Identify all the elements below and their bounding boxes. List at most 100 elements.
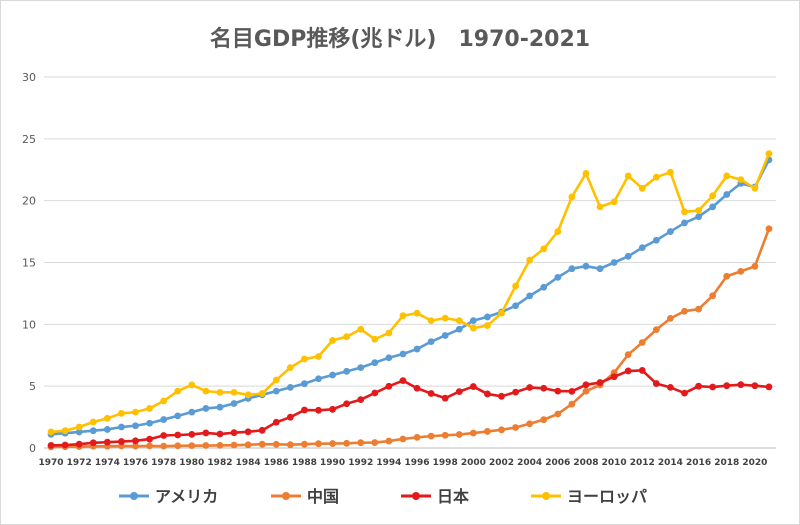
data-point	[512, 388, 519, 396]
data-point	[146, 419, 153, 427]
data-point	[638, 367, 646, 374]
data-point	[160, 432, 168, 439]
data-point	[652, 326, 660, 334]
data-point	[526, 420, 534, 428]
data-point	[568, 193, 576, 201]
legend-label: 日本	[437, 487, 469, 506]
data-point	[455, 317, 463, 325]
data-point	[540, 384, 548, 392]
data-point	[188, 381, 196, 389]
x-tick-label: 1986	[264, 458, 289, 468]
data-point	[427, 432, 435, 440]
series-line	[51, 228, 771, 449]
data-point	[174, 412, 182, 420]
data-point	[61, 427, 69, 435]
data-point	[174, 442, 182, 450]
data-point	[272, 440, 280, 448]
data-point	[89, 427, 97, 435]
data-point	[723, 382, 731, 390]
x-tick-label: 1988	[292, 458, 317, 468]
data-point	[329, 371, 336, 379]
data-point	[554, 410, 562, 418]
data-point	[652, 236, 660, 244]
data-point	[610, 259, 618, 266]
data-point	[610, 373, 618, 381]
data-point	[413, 345, 421, 353]
data-point	[441, 394, 449, 402]
data-point	[343, 367, 351, 375]
legend-label: アメリカ	[155, 487, 218, 506]
data-point	[709, 292, 717, 300]
data-point	[695, 305, 702, 313]
data-point	[286, 364, 294, 372]
data-point	[568, 387, 576, 395]
data-point	[681, 208, 688, 216]
data-point	[75, 423, 83, 431]
data-point	[286, 384, 294, 391]
data-point	[118, 438, 125, 445]
data-point	[737, 176, 745, 184]
data-point	[216, 403, 224, 411]
data-point	[681, 219, 688, 227]
x-tick-label: 1978	[151, 458, 176, 468]
data-point	[371, 335, 379, 343]
data-point	[132, 408, 139, 416]
data-point	[737, 268, 745, 275]
data-point	[554, 228, 562, 235]
x-tick-label: 2012	[630, 458, 655, 468]
x-tick-label: 1990	[320, 458, 345, 468]
data-point	[681, 389, 688, 397]
data-point	[469, 317, 477, 325]
data-point	[286, 413, 294, 421]
data-point	[540, 416, 548, 424]
data-point	[751, 184, 759, 192]
data-point	[202, 429, 210, 437]
data-point	[329, 405, 336, 413]
data-point	[413, 433, 421, 441]
data-point	[624, 252, 632, 260]
data-point	[244, 428, 252, 436]
series-4	[47, 150, 773, 436]
data-point	[132, 437, 139, 445]
data-point	[582, 387, 590, 395]
data-point	[413, 384, 421, 392]
data-point	[343, 333, 351, 341]
data-point	[258, 390, 266, 397]
series-line	[51, 369, 770, 447]
data-point	[202, 387, 210, 395]
x-tick-label: 1998	[433, 458, 458, 468]
data-point	[244, 391, 252, 399]
data-point	[230, 429, 238, 437]
data-point	[357, 325, 365, 333]
data-point	[624, 351, 632, 359]
data-point	[301, 406, 308, 414]
data-point	[103, 426, 111, 433]
series-lines	[47, 150, 773, 451]
data-point	[652, 173, 660, 181]
x-tick-label: 1982	[207, 458, 232, 468]
x-axis-ticks: 1970 1972 1974 1976 1978 1980 1982 1984 1986 1988…	[39, 458, 768, 468]
data-point	[230, 400, 238, 407]
y-tick-label: 15	[22, 257, 36, 270]
data-point	[188, 430, 196, 438]
x-tick-label: 1972	[67, 458, 92, 468]
x-tick-label: 2010	[602, 458, 627, 468]
data-point	[582, 381, 590, 389]
data-point	[146, 405, 153, 412]
legend: アメリカ 中国 日本 ヨーロッパ	[119, 487, 647, 506]
data-point	[596, 379, 604, 386]
data-point	[751, 382, 759, 390]
data-point	[202, 442, 210, 449]
data-point	[357, 396, 365, 404]
data-point	[399, 350, 407, 358]
data-point	[216, 388, 224, 396]
data-point	[540, 245, 548, 253]
data-point	[484, 313, 491, 321]
data-point	[174, 431, 182, 439]
data-point	[160, 397, 168, 405]
data-point	[652, 380, 660, 387]
data-point	[343, 400, 351, 408]
data-point	[371, 439, 379, 446]
data-point	[188, 442, 196, 450]
data-point	[526, 256, 534, 264]
